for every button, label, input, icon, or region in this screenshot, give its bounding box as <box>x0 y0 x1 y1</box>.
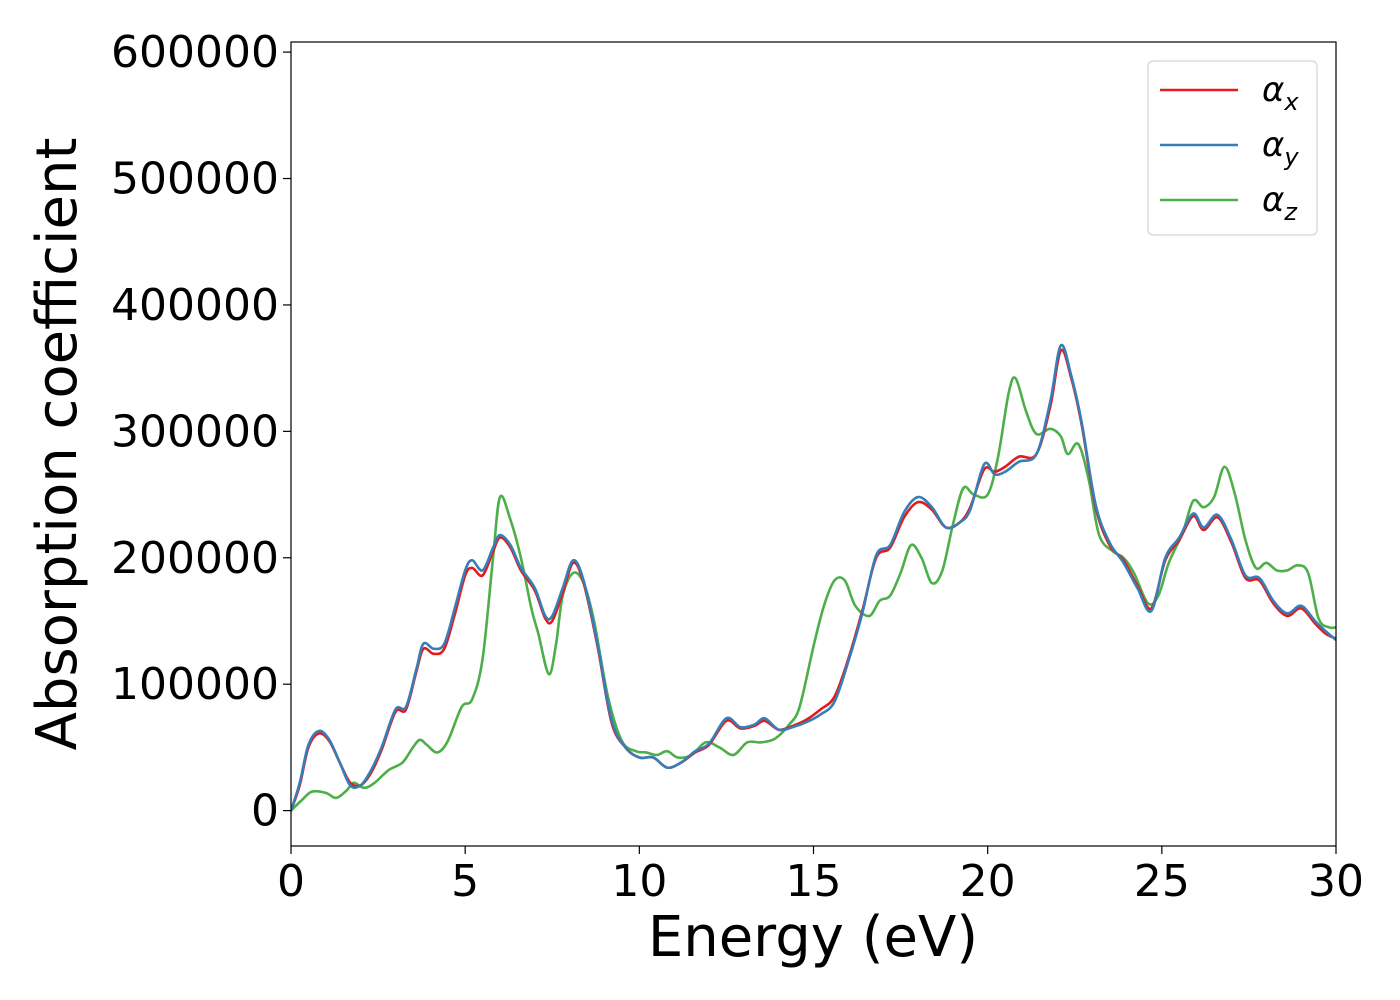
x-tick-label: 10 <box>611 856 667 907</box>
y-axis-label: Absorption coefficient <box>25 138 90 751</box>
y-tick-label: 500000 <box>111 154 279 205</box>
legend-label-x: αx <box>1262 70 1299 116</box>
y-tick-label: 100000 <box>111 659 279 710</box>
y-tick-label: 400000 <box>111 280 279 331</box>
legend-label-subscript: z <box>1283 198 1298 226</box>
x-axis: 0 5 10 15 20 25 30 <box>277 846 1364 907</box>
x-axis-label: Energy (eV) <box>648 905 978 970</box>
y-tick-label: 300000 <box>111 406 279 457</box>
legend-label-base: α <box>1262 70 1284 110</box>
x-tick-label: 0 <box>277 856 305 907</box>
legend-label-subscript: x <box>1283 88 1299 116</box>
y-tick-label: 0 <box>251 786 279 837</box>
x-tick-label: 5 <box>451 856 479 907</box>
legend-label-y: αy <box>1262 125 1299 171</box>
x-tick-label: 15 <box>786 856 842 907</box>
x-tick-label: 30 <box>1308 856 1364 907</box>
y-axis: 0 100000 200000 300000 400000 500000 600000 <box>111 27 291 837</box>
x-tick-label: 25 <box>1134 856 1190 907</box>
series-line-z <box>291 376 1336 812</box>
y-tick-label: 600000 <box>111 27 279 78</box>
y-tick-label: 200000 <box>111 533 279 584</box>
legend-box <box>1147 60 1318 236</box>
series-layer <box>291 343 1336 812</box>
legend-label-subscript: y <box>1283 143 1299 171</box>
legend-label-z: αz <box>1262 180 1298 226</box>
x-tick-label: 20 <box>960 856 1016 907</box>
series-line-y <box>291 343 1336 812</box>
legend-label-base: α <box>1262 180 1284 220</box>
legend-label-base: α <box>1262 125 1284 165</box>
